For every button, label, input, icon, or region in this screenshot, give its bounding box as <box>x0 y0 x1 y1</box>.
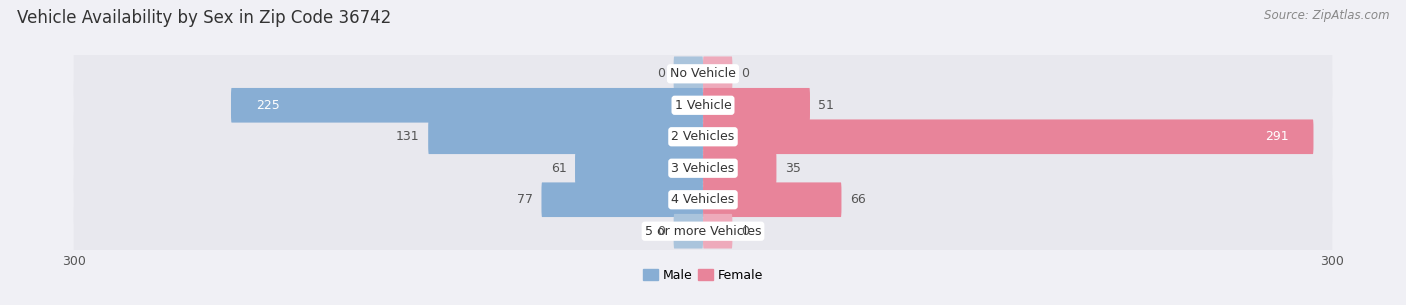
FancyBboxPatch shape <box>541 182 703 217</box>
Bar <box>73 58 1333 90</box>
Text: 77: 77 <box>517 193 533 206</box>
Bar <box>73 121 1333 152</box>
Text: 5 or more Vehicles: 5 or more Vehicles <box>645 225 761 238</box>
Bar <box>73 215 1333 247</box>
Text: 291: 291 <box>1264 130 1288 143</box>
FancyBboxPatch shape <box>703 56 733 91</box>
Bar <box>73 152 1333 184</box>
Text: No Vehicle: No Vehicle <box>671 67 735 80</box>
Text: 0: 0 <box>657 67 665 80</box>
Text: Vehicle Availability by Sex in Zip Code 36742: Vehicle Availability by Sex in Zip Code … <box>17 9 391 27</box>
Legend: Male, Female: Male, Female <box>638 264 768 287</box>
Text: 51: 51 <box>818 99 834 112</box>
Text: 35: 35 <box>785 162 800 175</box>
Text: 0: 0 <box>741 67 749 80</box>
FancyBboxPatch shape <box>673 56 703 91</box>
Text: 2 Vehicles: 2 Vehicles <box>672 130 734 143</box>
Text: 4 Vehicles: 4 Vehicles <box>672 193 734 206</box>
FancyBboxPatch shape <box>703 182 841 217</box>
FancyBboxPatch shape <box>429 120 703 154</box>
FancyBboxPatch shape <box>575 151 703 185</box>
Text: 225: 225 <box>256 99 280 112</box>
Bar <box>73 184 1333 215</box>
Bar <box>73 90 1333 121</box>
Text: 3 Vehicles: 3 Vehicles <box>672 162 734 175</box>
FancyBboxPatch shape <box>703 151 776 185</box>
FancyBboxPatch shape <box>703 88 810 123</box>
FancyBboxPatch shape <box>73 203 1333 259</box>
FancyBboxPatch shape <box>673 214 703 249</box>
FancyBboxPatch shape <box>73 77 1333 133</box>
FancyBboxPatch shape <box>73 109 1333 164</box>
FancyBboxPatch shape <box>73 46 1333 102</box>
FancyBboxPatch shape <box>73 172 1333 228</box>
FancyBboxPatch shape <box>73 141 1333 196</box>
Text: 0: 0 <box>741 225 749 238</box>
FancyBboxPatch shape <box>231 88 703 123</box>
Text: 131: 131 <box>396 130 420 143</box>
Text: 66: 66 <box>849 193 866 206</box>
Text: Source: ZipAtlas.com: Source: ZipAtlas.com <box>1264 9 1389 22</box>
FancyBboxPatch shape <box>703 120 1313 154</box>
Text: 61: 61 <box>551 162 567 175</box>
Text: 0: 0 <box>657 225 665 238</box>
Text: 1 Vehicle: 1 Vehicle <box>675 99 731 112</box>
FancyBboxPatch shape <box>703 214 733 249</box>
